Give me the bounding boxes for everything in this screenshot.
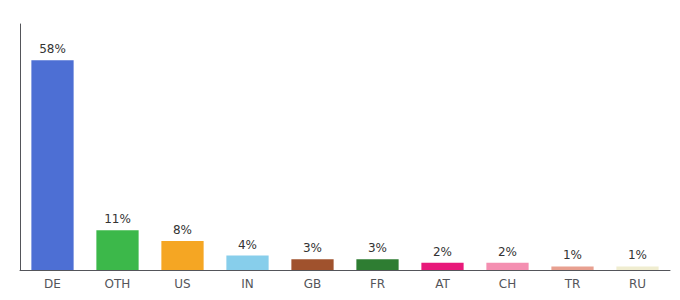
svg-text:1%: 1% — [628, 248, 647, 262]
svg-text:3%: 3% — [368, 241, 387, 255]
svg-text:FR: FR — [370, 277, 385, 291]
svg-text:OTH: OTH — [105, 277, 131, 291]
svg-text:2%: 2% — [433, 245, 452, 259]
svg-text:CH: CH — [499, 277, 516, 291]
svg-text:US: US — [174, 277, 190, 291]
svg-text:4%: 4% — [238, 238, 257, 252]
svg-text:RU: RU — [629, 277, 646, 291]
svg-text:GB: GB — [304, 277, 322, 291]
svg-text:IN: IN — [241, 277, 254, 291]
svg-text:11%: 11% — [104, 212, 131, 226]
svg-text:3%: 3% — [303, 241, 322, 255]
svg-text:58%: 58% — [39, 42, 66, 56]
svg-text:1%: 1% — [563, 248, 582, 262]
svg-text:8%: 8% — [173, 223, 192, 237]
svg-text:DE: DE — [44, 277, 61, 291]
svg-text:2%: 2% — [498, 245, 517, 259]
svg-text:AT: AT — [435, 277, 450, 291]
svg-text:TR: TR — [564, 277, 581, 291]
